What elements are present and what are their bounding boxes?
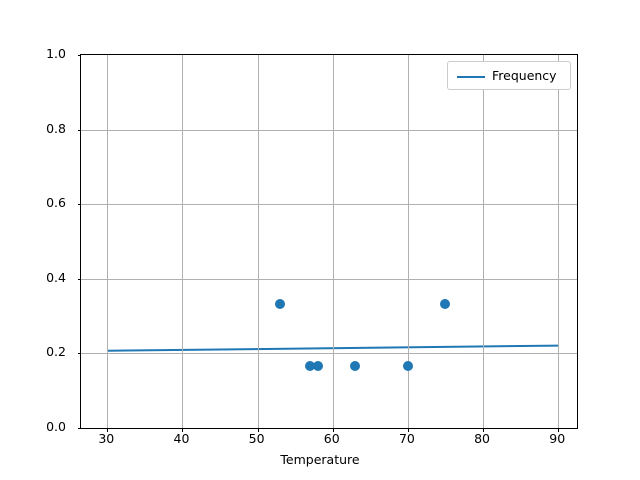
x-tick-label: 70 [398,431,415,446]
y-tick-label: 0.8 [46,120,66,136]
y-tick-label: 0.0 [46,419,66,434]
y-axis-tick [77,55,81,56]
x-axis-tick [558,428,560,432]
x-tick-label: 40 [173,431,190,446]
y-axis-tick [77,204,81,206]
x-tick-label: 60 [323,431,340,446]
y-axis-tick [77,353,81,355]
legend-label-frequency: Frequency [492,68,557,83]
legend-line-swatch [457,76,485,78]
y-axis-tick [77,428,81,429]
x-tick-label: 50 [248,431,265,446]
x-gridline [332,55,334,428]
scatter-point [402,360,413,371]
x-gridline [257,55,259,428]
y-axis-tick [77,278,81,280]
chart-legend: Frequency [447,61,571,90]
y-tick-label: 0.6 [46,195,66,211]
y-gridline [81,278,577,280]
y-tick-label: 0.4 [46,269,66,285]
x-gridline [558,55,560,428]
x-tick-label: 80 [474,431,490,446]
plot-area [81,55,577,428]
x-tick-label: 30 [98,431,115,446]
x-gridline [407,55,409,428]
scatter-point [440,298,451,309]
x-axis-tick [182,428,184,432]
y-gridline [81,129,577,131]
x-axis-tick [107,428,109,432]
y-axis-tick [77,129,81,131]
x-gridline [182,55,184,428]
x-tick-label: 90 [549,431,566,446]
x-axis-tick [407,428,409,432]
scatter-point [305,360,316,371]
y-tick-label: 1.0 [46,46,66,61]
x-gridline [483,55,485,428]
scatter-point [312,360,323,371]
x-axis-label: Temperature [280,452,360,467]
x-axis-tick [332,428,334,432]
x-gridline [107,55,109,428]
series-layer [107,344,559,352]
x-axis-tick [257,428,259,432]
y-gridline [81,353,577,355]
y-tick-label: 0.2 [46,344,66,360]
scatter-point [275,298,286,309]
y-gridline [81,204,577,206]
scatter-point [350,360,361,371]
plot-axes: Frequency [77,54,578,432]
x-axis-tick [483,428,485,432]
